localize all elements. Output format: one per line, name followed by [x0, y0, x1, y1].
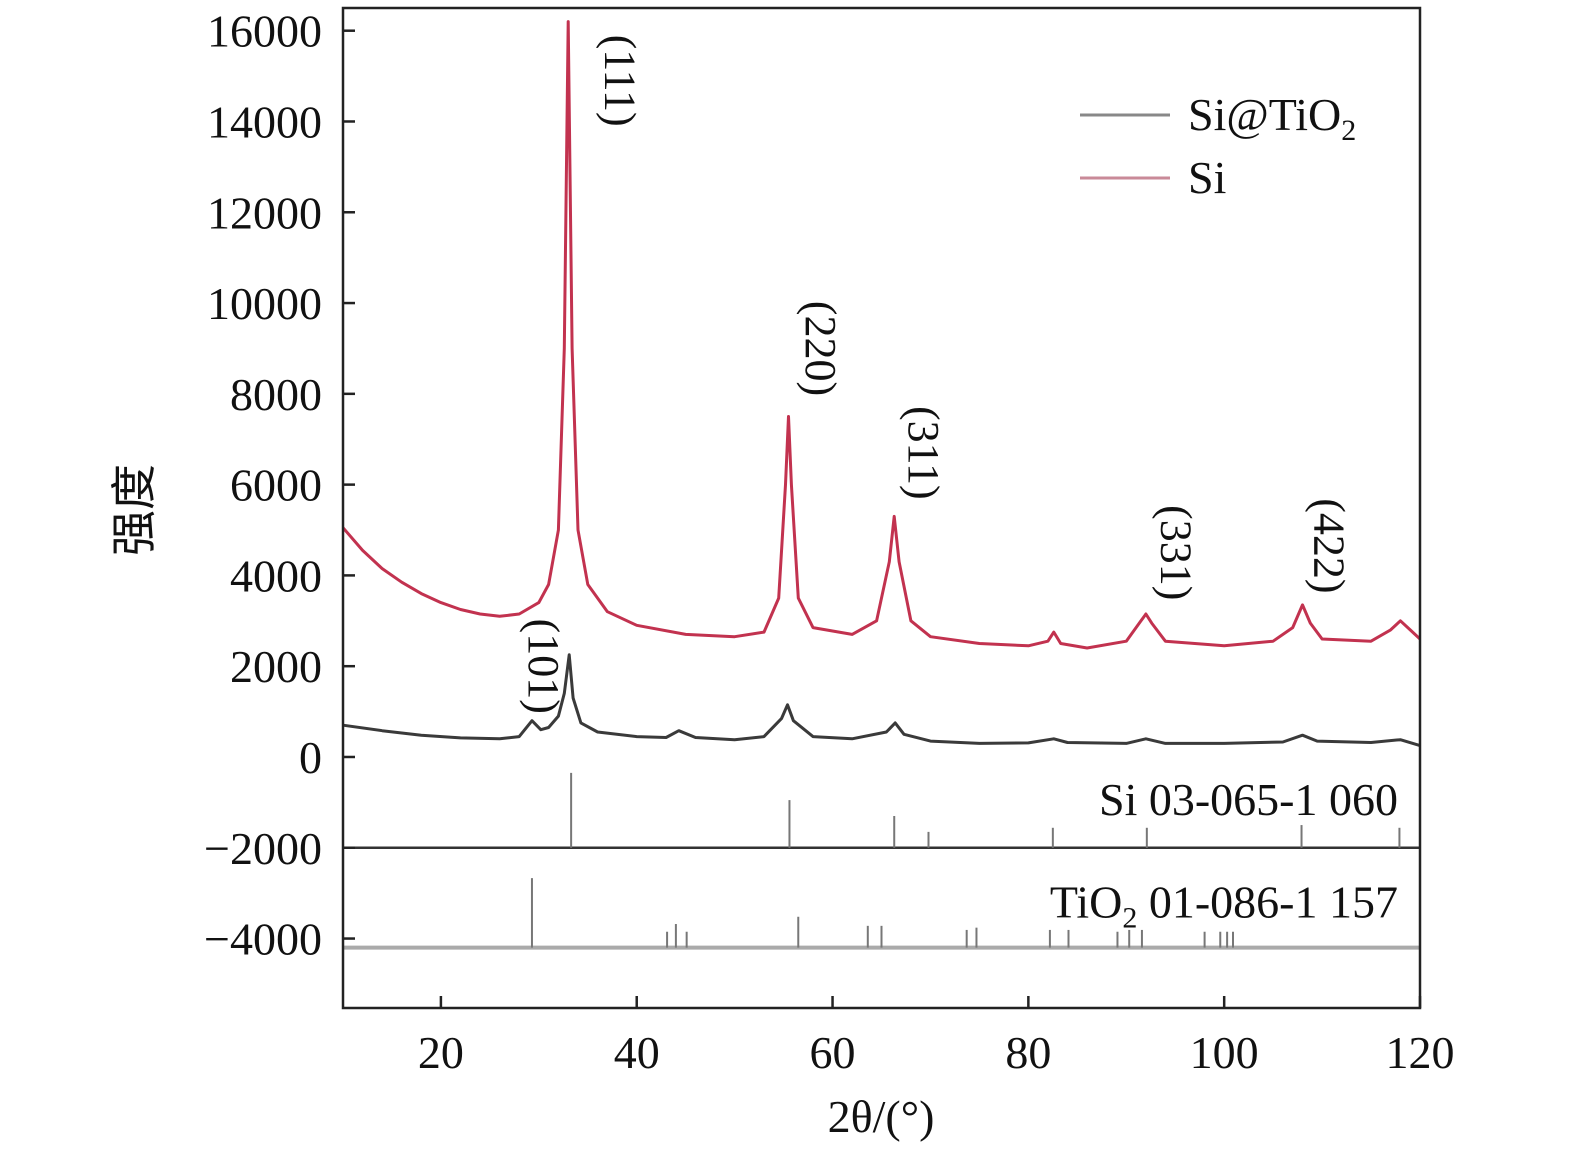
peak-label: (331) [1152, 505, 1201, 600]
y-tick-label: 16000 [207, 6, 322, 57]
reference-label: Si 03-065-1 060 [1099, 774, 1398, 825]
y-axis-title: 强度 [109, 464, 160, 556]
y-tick-label: 2000 [230, 641, 322, 692]
peak-label: (422) [1304, 498, 1353, 593]
peak-label: (101) [519, 619, 568, 714]
x-tick-label: 80 [1005, 1027, 1051, 1078]
x-tick-label: 20 [418, 1027, 464, 1078]
series-line-si-tio2 [342, 653, 1421, 748]
legend-label-main: Si [1188, 152, 1226, 203]
x-tick-label: 40 [614, 1027, 660, 1078]
x-tick-label: 120 [1386, 1027, 1455, 1078]
plot-frame [341, 6, 1422, 1010]
y-tick-label: 10000 [207, 278, 322, 329]
reference-label: TiO2 01-086-1 157 [1050, 877, 1398, 935]
peak-label: (220) [796, 301, 845, 396]
legend-label: Si@TiO2 [1188, 89, 1356, 147]
legend-label-main: Si@TiO [1188, 89, 1341, 140]
peak-label: (311) [899, 406, 948, 500]
peak-label: (111) [595, 35, 644, 127]
y-tick-label: 6000 [230, 460, 322, 511]
x-tick-label: 100 [1190, 1027, 1259, 1078]
axes: 20 40 60 80 100 120 −4000 −2000 0 2000 4000 6000 800… [204, 6, 1454, 1078]
y-tick-label: 0 [299, 732, 322, 783]
reference-label-rest: 01-086-1 157 [1137, 877, 1398, 928]
reference-label-main: Si 03-065-1 060 [1099, 774, 1398, 825]
y-tick-label: 12000 [207, 187, 322, 238]
legend-label: Si [1188, 152, 1226, 203]
legend-label-sub: 2 [1341, 114, 1356, 147]
x-tick-label: 60 [810, 1027, 856, 1078]
y-tick-label: 8000 [230, 369, 322, 420]
y-tick-label: −4000 [204, 914, 322, 965]
reference-label-main: TiO [1050, 877, 1122, 928]
y-tick-label: 4000 [230, 550, 322, 601]
y-tick-label: −2000 [204, 823, 322, 874]
reference-pattern: TiO2 01-086-1 157 [343, 877, 1420, 950]
y-tick-label: 14000 [207, 96, 322, 147]
series-line-si [341, 20, 1422, 650]
x-axis-title: 2θ/(°) [828, 1091, 935, 1142]
reference-label-sub: 2 [1122, 902, 1137, 935]
reference-pattern: Si 03-065-1 060 [343, 772, 1420, 850]
